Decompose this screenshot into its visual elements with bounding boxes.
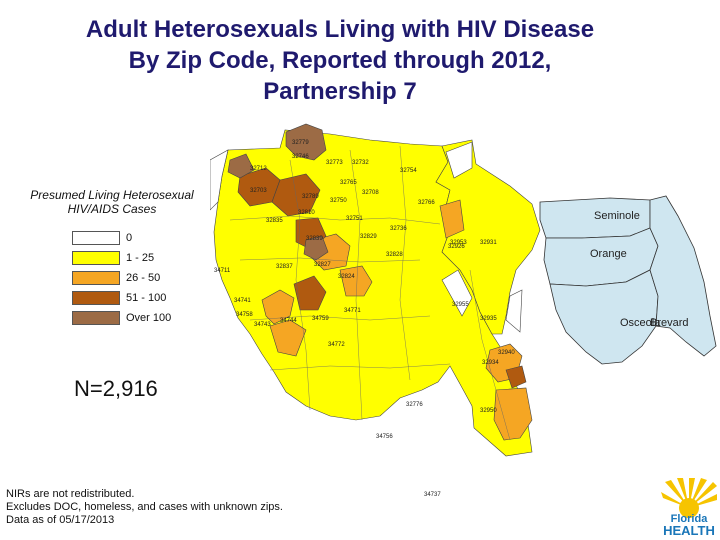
zip-labels: 32779 32746 32773 32712 32732 32754 3270…: [214, 140, 515, 498]
region-top-1: [285, 123, 327, 161]
region-top-2: [227, 153, 255, 179]
legend-item-1: 1 - 25: [72, 250, 154, 266]
region-mid-7: [339, 265, 373, 297]
zip-label: 32712: [250, 166, 267, 172]
zip-label: 32746: [292, 154, 309, 160]
legend-title-line-1: Presumed Living Heterosexual: [30, 188, 194, 202]
county-label-seminole: Seminole: [594, 210, 640, 222]
zip-label: 32835: [266, 218, 283, 224]
region-top-3: [303, 235, 329, 261]
map-title: Adult Heterosexuals Living with HIV Dise…: [0, 14, 680, 107]
legend-swatch: [72, 311, 120, 325]
legend-item-4: Over 100: [72, 310, 171, 326]
zip-label: 32754: [400, 168, 417, 174]
zip-label: 34741: [234, 298, 251, 304]
county-label-osceola: Osceola: [620, 317, 661, 329]
zip-label: 34743: [254, 322, 271, 328]
zip-boundaries: [229, 145, 511, 441]
zip-label: 32736: [390, 226, 407, 232]
zip-label: 32827: [314, 262, 331, 268]
region-zero-4: [210, 149, 229, 211]
title-line-1: Adult Heterosexuals Living with HIV Dise…: [85, 16, 595, 43]
florida-health-logo: Florida HEALTH: [661, 478, 717, 538]
zip-label: 32810: [298, 210, 315, 216]
region-high-4: [293, 275, 327, 311]
legend-label: 0: [126, 232, 133, 244]
region-east: [435, 139, 541, 335]
region-zero-3: [505, 289, 523, 333]
legend-label: 26 - 50: [126, 272, 161, 284]
zip-label: 32789: [302, 194, 319, 200]
legend-label: 1 - 25: [126, 252, 155, 264]
zip-label: 34744: [280, 318, 297, 324]
county-label-orange: Orange: [590, 248, 627, 260]
region-mid-5: [493, 387, 533, 441]
logo-text-health: HEALTH: [663, 523, 715, 538]
zip-label: 32828: [386, 252, 403, 258]
zip-label: 32829: [360, 234, 377, 240]
legend-swatch: [72, 291, 120, 305]
zip-label: 32931: [480, 240, 497, 246]
zip-label: 34772: [328, 342, 345, 348]
legend-item-3: 51 - 100: [72, 290, 166, 306]
footnote-line-3: Data as of 05/17/2013: [6, 514, 115, 526]
legend-label: Over 100: [126, 312, 172, 324]
footnote-line-1: NIRs are not redistributed.: [6, 488, 135, 500]
title-line-3: Partnership 7: [263, 78, 417, 105]
footnote-line-2: Excludes DOC, homeless, and cases with u…: [6, 501, 283, 513]
legend-title: Presumed Living Heterosexual HIV/AIDS Ca…: [14, 188, 210, 216]
zip-label: 34758: [236, 312, 253, 318]
legend-title-line-2: HIV/AIDS Cases: [67, 202, 157, 216]
zip-label: 32950: [480, 408, 497, 414]
legend-item-0: 0: [72, 230, 132, 246]
logo-text-florida: Florida: [671, 513, 709, 525]
legend-swatch: [72, 271, 120, 285]
zip-label: 32766: [418, 200, 435, 206]
zip-label: 34759: [312, 316, 329, 322]
zip-label: 32779: [292, 140, 309, 146]
footnotes: NIRs are not redistributed. Excludes DOC…: [6, 488, 283, 527]
zip-label: 32955: [452, 302, 469, 308]
zip-label: 34737: [424, 492, 441, 498]
zip-label: 34771: [344, 308, 361, 314]
region-high-5: [505, 365, 527, 389]
region-zero-2: [441, 269, 473, 317]
zip-label: 32934: [482, 360, 499, 366]
case-count: N=2,916: [74, 376, 158, 401]
zip-label: 32837: [276, 264, 293, 270]
zip-label: 32940: [498, 350, 515, 356]
legend-swatch: [72, 231, 120, 245]
zip-label: 32750: [330, 198, 347, 204]
county-brevard: [649, 195, 717, 357]
sun-icon: [679, 498, 699, 518]
zip-label: 32732: [352, 160, 369, 166]
legend-item-2: 26 - 50: [72, 270, 160, 286]
zip-label: 32824: [338, 274, 355, 280]
region-mid-1: [261, 289, 295, 325]
zip-label: 32765: [340, 180, 357, 186]
title-line-2: By Zip Code, Reported through 2012,: [128, 47, 552, 74]
zip-label: 32839: [306, 236, 323, 242]
zip-label: 32751: [346, 216, 363, 222]
zip-label: 32935: [480, 316, 497, 322]
zip-label: 32703: [250, 188, 267, 194]
zip-label: 32773: [326, 160, 343, 166]
map-legend: Presumed Living Heterosexual HIV/AIDS Ca…: [14, 188, 224, 325]
county-label-brevard: Brevard: [650, 317, 689, 329]
legend-label: 51 - 100: [126, 292, 167, 304]
zip-label: 32708: [362, 190, 379, 196]
choropleth-map: Seminole Orange Osceola Brevard 32779 32…: [210, 123, 717, 498]
zip-label: 32926: [448, 244, 465, 250]
region-mid-3: [439, 199, 465, 239]
region-mid-2: [269, 319, 307, 357]
legend-swatch: [72, 251, 120, 265]
zip-label: 32953: [450, 240, 467, 246]
zip-label: 34711: [214, 268, 231, 274]
county-osceola: [549, 269, 659, 365]
zip-label: 32776: [406, 402, 423, 408]
region-zero-1: [445, 141, 473, 179]
zip-label: 34756: [376, 434, 393, 440]
